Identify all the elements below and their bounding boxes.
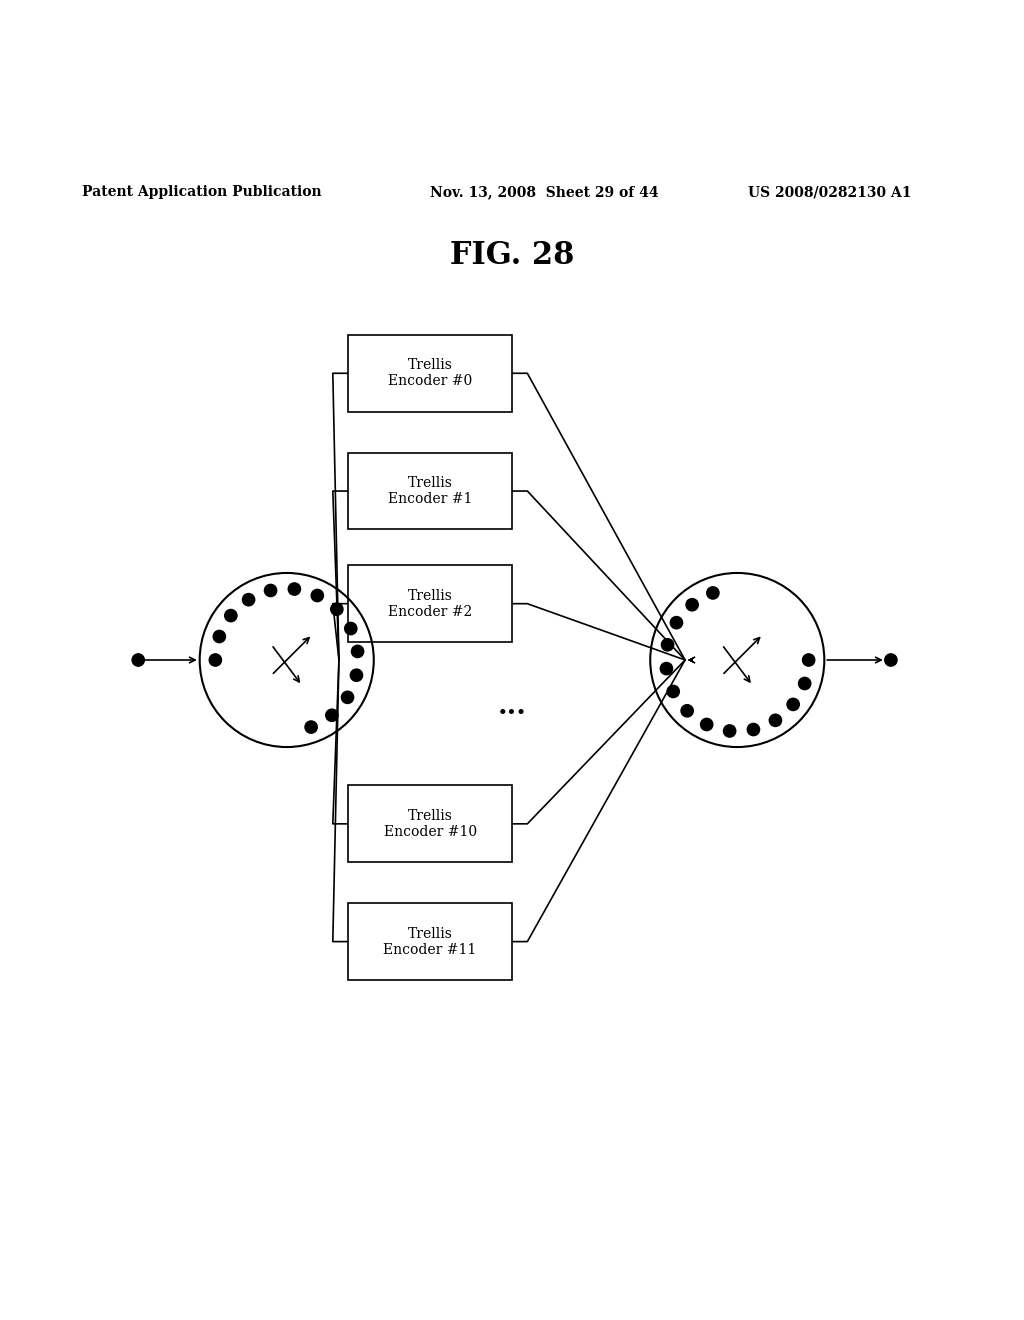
Circle shape [213,631,225,643]
FancyBboxPatch shape [348,335,512,412]
Circle shape [345,623,357,635]
Circle shape [667,685,679,697]
Circle shape [707,587,719,599]
Circle shape [787,698,800,710]
FancyBboxPatch shape [348,785,512,862]
Text: FIG. 28: FIG. 28 [450,240,574,271]
Circle shape [341,692,353,704]
Text: Trellis
Encoder #1: Trellis Encoder #1 [388,477,472,506]
Circle shape [264,585,276,597]
Circle shape [209,653,221,667]
Circle shape [351,645,364,657]
Circle shape [662,639,674,651]
Text: Trellis
Encoder #11: Trellis Encoder #11 [383,927,477,957]
Text: Patent Application Publication: Patent Application Publication [82,185,322,199]
Text: ...: ... [498,693,526,719]
Circle shape [288,583,300,595]
Circle shape [803,653,815,667]
Text: Trellis
Encoder #2: Trellis Encoder #2 [388,589,472,619]
Text: Nov. 13, 2008  Sheet 29 of 44: Nov. 13, 2008 Sheet 29 of 44 [430,185,658,199]
Text: Trellis
Encoder #0: Trellis Encoder #0 [388,358,472,388]
Circle shape [331,603,343,615]
FancyBboxPatch shape [348,453,512,529]
Circle shape [748,723,760,735]
Circle shape [311,589,324,602]
Circle shape [885,653,897,667]
Circle shape [681,705,693,717]
Circle shape [700,718,713,731]
Circle shape [671,616,683,628]
Circle shape [132,653,144,667]
Circle shape [243,594,255,606]
Circle shape [305,721,317,733]
FancyBboxPatch shape [348,565,512,642]
Circle shape [724,725,736,737]
FancyBboxPatch shape [348,903,512,979]
Circle shape [686,598,698,611]
Circle shape [326,709,338,722]
Text: US 2008/0282130 A1: US 2008/0282130 A1 [748,185,911,199]
Text: Trellis
Encoder #10: Trellis Encoder #10 [384,809,476,840]
Circle shape [660,663,673,675]
Circle shape [769,714,781,726]
Circle shape [799,677,811,689]
Circle shape [224,610,237,622]
Circle shape [350,669,362,681]
